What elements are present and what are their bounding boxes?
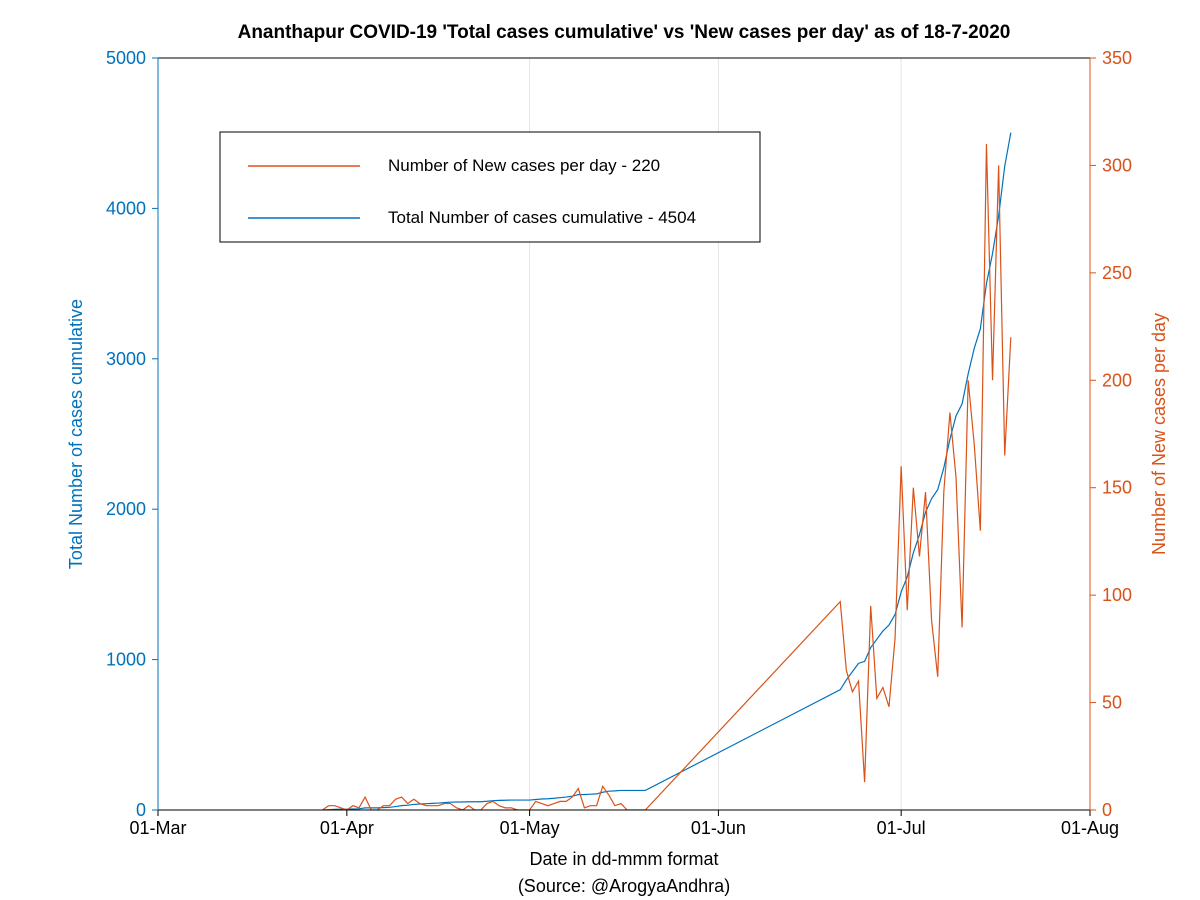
yleft-axis-label: Total Number of cases cumulative <box>66 299 86 569</box>
yleft-tick-label: 2000 <box>106 499 146 519</box>
x-tick-label: 01-Mar <box>129 818 186 838</box>
yright-tick-label: 50 <box>1102 693 1122 713</box>
chart-title: Ananthapur COVID-19 'Total cases cumulat… <box>238 22 1011 43</box>
yleft-tick-label: 4000 <box>106 198 146 218</box>
x-tick-label: 01-May <box>500 818 560 838</box>
legend-label: Number of New cases per day - 220 <box>388 156 660 175</box>
x-tick-label: 01-Aug <box>1061 818 1119 838</box>
x-axis-label: Date in dd-mmm format <box>529 849 718 869</box>
yleft-tick-label: 5000 <box>106 48 146 68</box>
yright-tick-label: 300 <box>1102 155 1132 175</box>
x-tick-label: 01-Jun <box>691 818 746 838</box>
yright-tick-label: 100 <box>1102 585 1132 605</box>
chart-container: 01-Mar01-Apr01-May01-Jun01-Jul01-Aug0100… <box>0 0 1200 900</box>
legend-label: Total Number of cases cumulative - 4504 <box>388 208 696 227</box>
yleft-tick-label: 1000 <box>106 650 146 670</box>
yleft-tick-label: 0 <box>136 800 146 820</box>
yright-tick-label: 0 <box>1102 800 1112 820</box>
dual-axis-line-chart: 01-Mar01-Apr01-May01-Jun01-Jul01-Aug0100… <box>0 0 1200 900</box>
x-tick-label: 01-Jul <box>877 818 926 838</box>
yright-axis-label: Number of New cases per day <box>1149 313 1169 555</box>
x-axis-source: (Source: @ArogyaAndhra) <box>518 876 730 896</box>
x-tick-label: 01-Apr <box>320 818 374 838</box>
yright-tick-label: 150 <box>1102 478 1132 498</box>
yleft-tick-label: 3000 <box>106 349 146 369</box>
yright-tick-label: 250 <box>1102 263 1132 283</box>
yright-tick-label: 350 <box>1102 48 1132 68</box>
yright-tick-label: 200 <box>1102 370 1132 390</box>
